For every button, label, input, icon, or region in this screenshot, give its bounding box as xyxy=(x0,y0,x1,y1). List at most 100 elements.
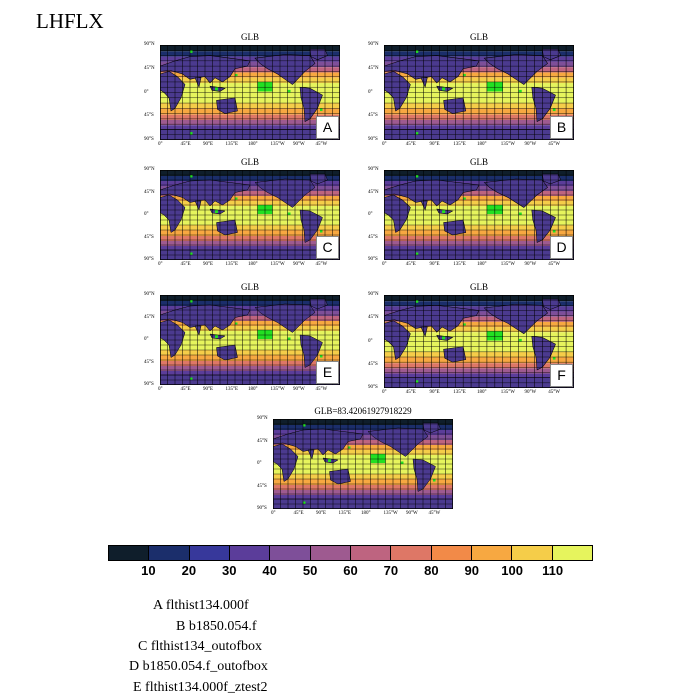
lon-tick-label: 135°E xyxy=(338,511,352,516)
panel-letter-badge: B xyxy=(550,116,573,139)
colorbar-swatch xyxy=(109,546,150,560)
lon-tick-label: 90°W xyxy=(524,262,537,267)
lat-tick-label: 0° xyxy=(144,212,149,217)
lat-tick-label: 45°S xyxy=(368,361,378,367)
lat-tick-label: 90°S xyxy=(257,506,267,511)
lat-tick-label: 0° xyxy=(368,212,373,217)
lon-tick-label: 135°W xyxy=(500,142,515,147)
lat-tick-label: 90°S xyxy=(144,137,154,142)
lon-tick-label: 180° xyxy=(248,262,258,267)
lon-tick-label: 135°E xyxy=(225,262,239,267)
colorbar-swatch xyxy=(229,546,271,560)
colorbar-label: 30 xyxy=(222,563,237,578)
lat-tick-label: 45°N xyxy=(257,438,268,444)
lat-tick-label: 90°S xyxy=(368,137,378,142)
lat-tick-label: 45°S xyxy=(368,234,378,240)
lon-tick-label: 0° xyxy=(158,142,163,147)
lat-tick-label: 90°N xyxy=(144,167,155,172)
lat-tick-label: 45°S xyxy=(368,113,378,119)
lon-tick-label: 0° xyxy=(158,387,163,392)
lon-tick-label: 45°E xyxy=(405,390,416,395)
panel-title: GLB xyxy=(470,157,488,167)
lat-tick-label: 90°S xyxy=(368,257,378,262)
lon-tick-label: 180° xyxy=(477,262,487,267)
lat-tick-label: 90°N xyxy=(144,292,155,297)
lon-tick-label: 90°E xyxy=(203,262,214,267)
colorbar xyxy=(108,545,593,561)
lon-tick-label: 0° xyxy=(271,511,276,516)
colorbar-swatch xyxy=(350,546,392,560)
lat-tick-label: 90°N xyxy=(368,167,379,172)
lon-tick-label: 45°E xyxy=(180,262,191,267)
lon-tick-label: 0° xyxy=(158,262,163,267)
lon-tick-label: 180° xyxy=(477,390,487,395)
lon-tick-label: 135°W xyxy=(383,511,398,516)
lat-tick-label: 90°N xyxy=(144,42,155,47)
panel-letter-badge: F xyxy=(550,364,573,387)
colorbar-swatch xyxy=(552,546,592,560)
colorbar-label: 80 xyxy=(424,563,439,578)
lat-tick-label: 90°S xyxy=(144,257,154,262)
colorbar-label: 90 xyxy=(464,563,479,578)
colorbar-swatch xyxy=(431,546,472,560)
lon-tick-label: 45°W xyxy=(548,390,560,395)
lat-tick-label: 90°S xyxy=(144,382,154,387)
lon-tick-label: 90°W xyxy=(293,142,305,147)
lon-tick-label: 90°W xyxy=(293,262,305,267)
lon-tick-label: 135°W xyxy=(500,262,515,267)
lat-tick-label: 90°S xyxy=(368,385,378,390)
colorbar-swatch xyxy=(471,546,513,560)
lon-tick-label: 45°E xyxy=(180,142,191,147)
lon-tick-label: 90°W xyxy=(406,511,418,516)
lhflx-map: E xyxy=(160,295,340,385)
colorbar-swatch xyxy=(149,546,190,560)
lhflx-map: D xyxy=(384,170,574,260)
lon-tick-label: 90°W xyxy=(524,390,537,395)
lon-tick-label: 135°E xyxy=(453,262,466,267)
lat-tick-label: 0° xyxy=(368,338,373,344)
panel-title: GLB xyxy=(241,282,259,292)
lon-tick-label: 180° xyxy=(248,387,258,392)
lon-tick-label: 90°E xyxy=(203,387,214,392)
lat-tick-label: 45°N xyxy=(144,189,155,195)
lon-tick-label: 45°E xyxy=(180,387,191,392)
colorbar-label: 40 xyxy=(262,563,277,578)
lat-tick-label: 45°N xyxy=(144,314,155,320)
lon-tick-label: 90°W xyxy=(293,387,305,392)
panel-title: GLB=83.42061927918229 xyxy=(314,406,412,416)
lon-tick-label: 45°W xyxy=(548,262,560,267)
colorbar-swatch xyxy=(270,546,311,560)
legend-line-e: E flthist134.000f_ztest2 xyxy=(133,680,268,695)
lon-tick-label: 135°W xyxy=(270,262,285,267)
colorbar-label: 70 xyxy=(383,563,399,578)
lhflx-map: B xyxy=(384,45,574,140)
colorbar-label: 50 xyxy=(302,563,318,578)
lon-tick-label: 0° xyxy=(382,142,387,147)
panel-title: GLB xyxy=(241,32,259,42)
legend-line-a: A flthist134.000f xyxy=(153,598,249,613)
lon-tick-label: 180° xyxy=(477,142,487,147)
lat-tick-label: 0° xyxy=(368,89,373,95)
lat-tick-label: 45°S xyxy=(144,113,154,119)
lon-tick-label: 135°E xyxy=(225,142,239,147)
panel-letter-badge: D xyxy=(550,236,573,259)
lon-tick-label: 45°W xyxy=(428,511,441,516)
lon-tick-label: 135°E xyxy=(225,387,239,392)
colorbar-label: 110 xyxy=(542,563,564,578)
panel-letter-badge: A xyxy=(316,116,339,139)
lon-tick-label: 45°E xyxy=(293,511,304,516)
lat-tick-label: 45°N xyxy=(368,65,379,71)
colorbar-label: 10 xyxy=(141,563,156,578)
lon-tick-label: 90°E xyxy=(429,390,440,395)
panel-title: GLB xyxy=(470,282,488,292)
lat-tick-label: 0° xyxy=(144,337,149,342)
lat-tick-label: 90°N xyxy=(257,416,268,421)
lhflx-map: A xyxy=(160,45,340,140)
lon-tick-label: 90°E xyxy=(316,511,327,516)
lon-tick-label: 0° xyxy=(382,262,387,267)
lat-tick-label: 90°N xyxy=(368,42,379,47)
lhflx-map: F xyxy=(384,295,574,388)
lon-tick-label: 135°W xyxy=(270,387,285,392)
lon-tick-label: 135°E xyxy=(453,142,466,147)
lat-tick-label: 45°N xyxy=(368,189,379,195)
